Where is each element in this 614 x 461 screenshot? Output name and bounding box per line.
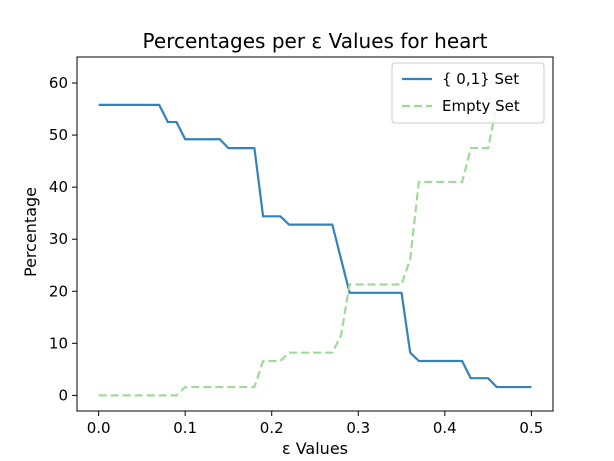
x-tick-label: 0.4 (433, 419, 457, 437)
y-tick-label: 60 (49, 74, 68, 92)
plot-frame (76, 56, 554, 412)
x-tick-label: 0.0 (87, 419, 111, 437)
x-tick-label: 0.2 (260, 419, 284, 437)
y-tick-label: 40 (49, 178, 68, 196)
x-tick-label: 0.1 (173, 419, 197, 437)
legend-label-1: { 0,1} Set (442, 70, 519, 88)
y-tick-label: 30 (49, 230, 68, 248)
y-tick-label: 20 (49, 282, 68, 300)
y-tick-label: 0 (58, 386, 68, 404)
chart-title: Percentages per ε Values for heart (143, 29, 488, 53)
legend-label-2: Empty Set (442, 97, 520, 115)
series-line-1 (98, 103, 532, 389)
x-tick-label: 0.3 (346, 419, 370, 437)
x-axis-label: ε Values (282, 439, 348, 458)
y-tick-label: 10 (49, 334, 68, 352)
series-line-2 (98, 105, 498, 397)
y-axis-label: Percentage (21, 187, 40, 277)
x-tick-label: 0.5 (519, 419, 543, 437)
plot-area: 0.0 0.1 0.2 0.3 0.4 0.5 0 10 20 30 40 50 60 { 0,1} Se… (49, 56, 554, 437)
y-tick-label: 50 (49, 126, 68, 144)
